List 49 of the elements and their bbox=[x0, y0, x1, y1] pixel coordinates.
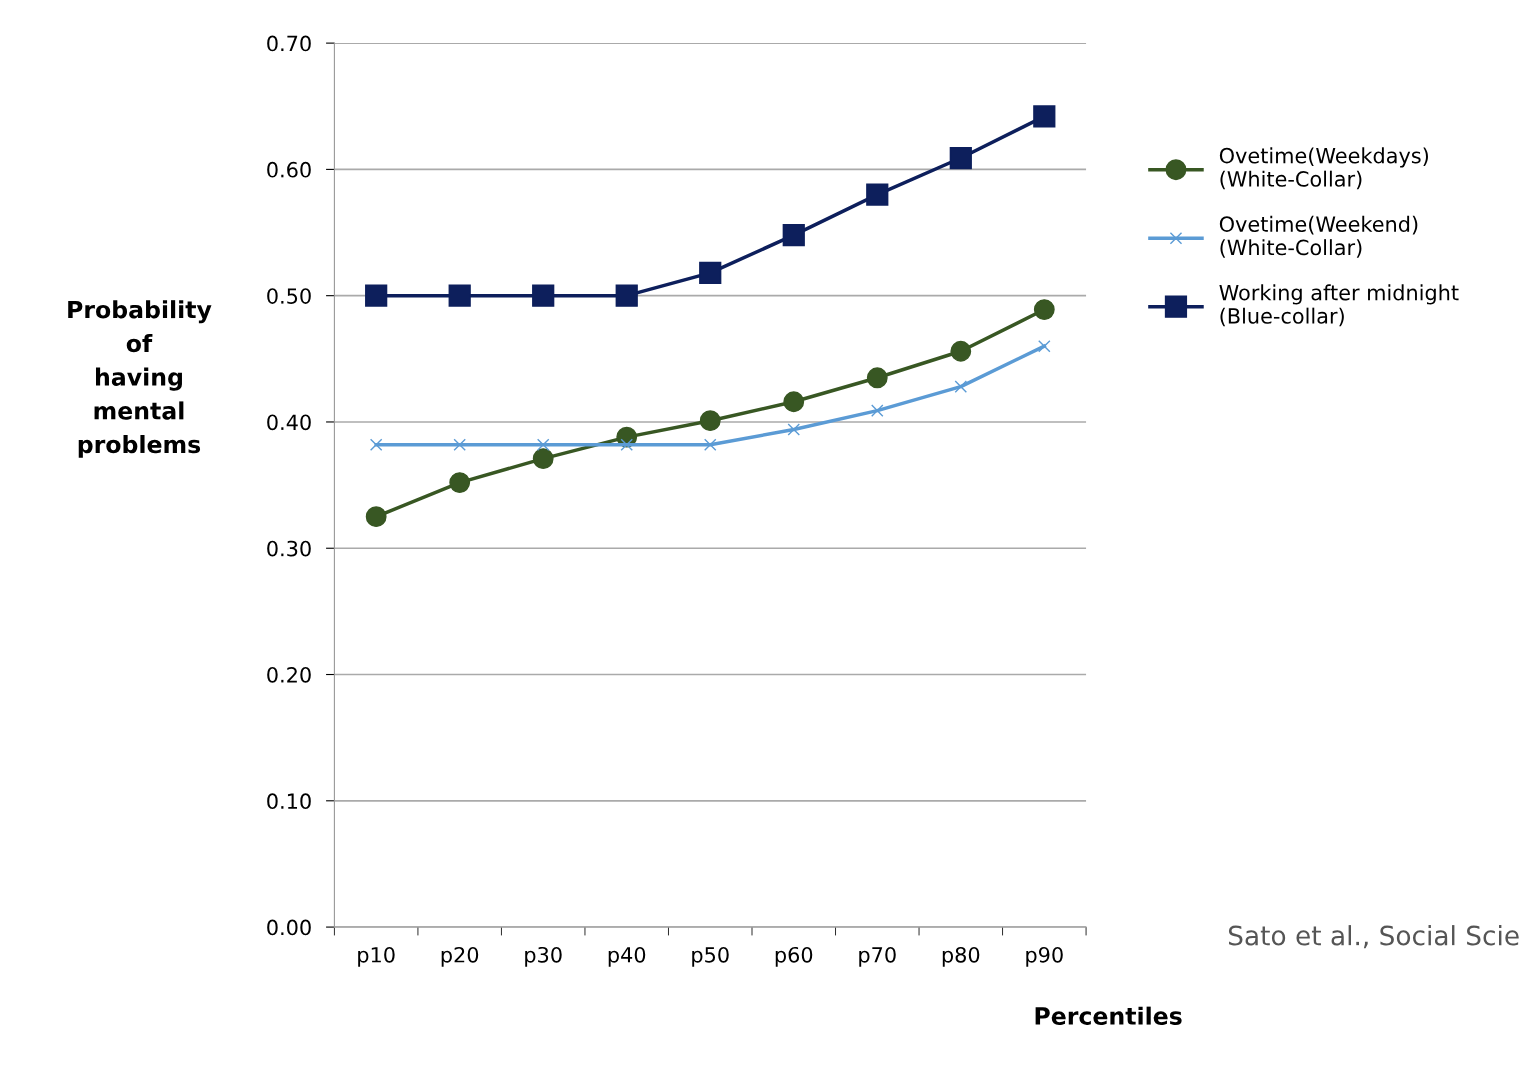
point bbox=[866, 183, 889, 206]
x-tick-label: p50 bbox=[692, 946, 729, 967]
x-tick-label: p80 bbox=[942, 946, 980, 967]
point bbox=[782, 223, 805, 247]
point bbox=[954, 380, 968, 393]
point bbox=[703, 438, 717, 451]
y-tick-label: 0.70 bbox=[267, 35, 311, 52]
point bbox=[783, 391, 805, 413]
point bbox=[866, 367, 888, 389]
point bbox=[950, 340, 972, 362]
x-axis-title: Percentiles bbox=[1035, 1006, 1182, 1025]
x-tick-label: p90 bbox=[1026, 946, 1063, 967]
point bbox=[453, 438, 466, 451]
x-tick-label: p10 bbox=[358, 946, 395, 967]
point bbox=[1038, 339, 1051, 353]
point bbox=[699, 410, 721, 432]
point bbox=[1033, 299, 1055, 320]
y-axis-title: Probability of having mental problems bbox=[68, 300, 212, 458]
x-tick-label: p60 bbox=[775, 946, 813, 967]
y-tick-label: 0.20 bbox=[267, 666, 311, 683]
point bbox=[1033, 105, 1056, 128]
x-tick-label: p40 bbox=[608, 946, 646, 967]
point bbox=[369, 438, 383, 451]
legend-label: Working after midnight (Blue-collar) bbox=[1219, 284, 1459, 327]
y-tick-label: 0.50 bbox=[267, 288, 311, 304]
x-tick-label: p70 bbox=[859, 946, 896, 967]
point bbox=[615, 284, 638, 307]
y-tick-label: 0.10 bbox=[267, 793, 311, 810]
point bbox=[365, 284, 388, 307]
point bbox=[536, 438, 550, 451]
point bbox=[532, 448, 554, 469]
point bbox=[699, 261, 722, 285]
x-tick-label: p30 bbox=[525, 946, 562, 967]
legend-label: Ovetime(Weekdays) (White-Collar) bbox=[1219, 147, 1428, 190]
point bbox=[620, 438, 633, 451]
point bbox=[871, 404, 884, 417]
point bbox=[787, 423, 801, 436]
point bbox=[365, 506, 387, 528]
point bbox=[949, 146, 972, 170]
text: Sato et al., Social Scie bbox=[1228, 925, 1519, 949]
y-tick-label: 0.60 bbox=[267, 161, 311, 178]
x-tick-label: p20 bbox=[441, 946, 479, 967]
y-tick-label: 0.30 bbox=[267, 540, 311, 557]
point bbox=[449, 472, 471, 493]
point bbox=[448, 284, 471, 307]
legend-label: Ovetime(Weekend) (White-Collar) bbox=[1219, 215, 1418, 258]
y-tick-label: 0.00 bbox=[267, 919, 311, 936]
point bbox=[532, 284, 555, 307]
y-tick-label: 0.40 bbox=[267, 414, 311, 431]
